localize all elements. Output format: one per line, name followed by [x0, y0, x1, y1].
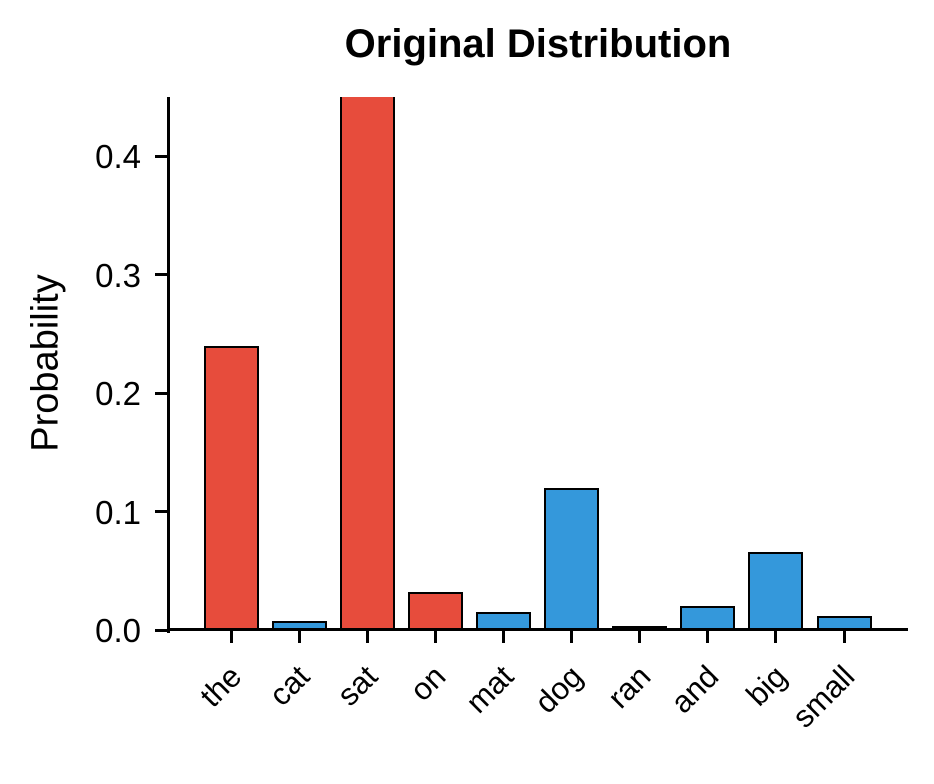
- bar-sat: [339, 97, 395, 630]
- plot-area: 0.0 0.1 0.2 0.3 0.4 the cat sat on mat dog ran and b…: [95, 97, 908, 734]
- y-tick: [155, 510, 167, 514]
- bar-the: [203, 345, 259, 630]
- x-tick: [365, 631, 369, 643]
- y-tick: [155, 391, 167, 395]
- x-tick: [706, 631, 710, 643]
- bar-dog: [544, 487, 600, 630]
- y-tick: [155, 628, 167, 632]
- y-tick-label: 0.2: [95, 375, 141, 413]
- chart-title: Original Distribution: [344, 22, 732, 66]
- y-tick-label: 0.4: [95, 138, 141, 176]
- y-tick: [155, 273, 167, 277]
- bar-cat: [271, 620, 327, 630]
- x-tick: [229, 631, 233, 643]
- bar-mat: [475, 612, 531, 630]
- y-axis-label: Probability: [24, 274, 67, 452]
- bar-big: [748, 551, 804, 630]
- x-axis-line: [167, 628, 908, 631]
- y-tick-label: 0.3: [95, 256, 141, 294]
- bar-on: [407, 592, 463, 630]
- x-tick: [501, 631, 505, 643]
- x-tick: [842, 631, 846, 643]
- y-tick-label: 0.1: [95, 493, 141, 531]
- x-tick: [433, 631, 437, 643]
- x-tick: [638, 631, 642, 643]
- y-tick: [155, 154, 167, 158]
- x-tick: [297, 631, 301, 643]
- bar-small: [816, 615, 872, 630]
- x-tick: [774, 631, 778, 643]
- y-tick-label: 0.0: [95, 612, 141, 649]
- bar-and: [680, 606, 736, 630]
- y-axis-line: [167, 97, 170, 633]
- x-tick: [570, 631, 574, 643]
